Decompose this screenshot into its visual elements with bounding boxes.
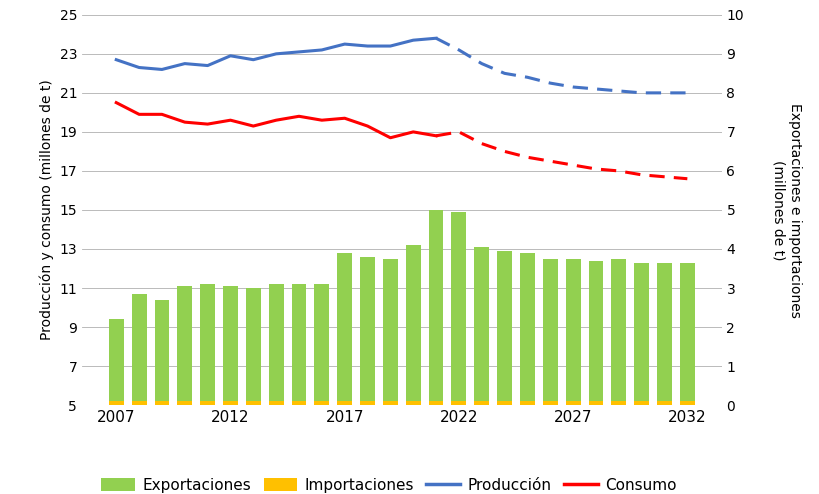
Bar <box>292 284 306 405</box>
Bar <box>132 401 147 405</box>
Legend: Exportaciones, Importaciones, Producción, Consumo: Exportaciones, Importaciones, Producción… <box>95 472 682 494</box>
Bar <box>519 253 534 405</box>
Bar <box>360 401 374 405</box>
Bar <box>542 401 557 405</box>
Bar <box>360 257 374 405</box>
Bar <box>428 210 443 405</box>
Bar <box>496 251 511 405</box>
Bar <box>679 263 694 405</box>
Bar <box>451 401 466 405</box>
Bar <box>542 259 557 405</box>
Bar <box>451 212 466 405</box>
Bar <box>109 319 124 405</box>
Bar <box>132 294 147 405</box>
Bar <box>588 401 603 405</box>
Bar <box>382 259 397 405</box>
Bar <box>177 401 192 405</box>
Bar <box>223 286 238 405</box>
Bar <box>200 284 215 405</box>
Bar <box>679 401 694 405</box>
Bar <box>154 401 170 405</box>
Bar <box>519 401 534 405</box>
Bar <box>337 253 351 405</box>
Bar <box>656 263 671 405</box>
Bar <box>496 401 511 405</box>
Y-axis label: Exportaciones e importaciones
(millones de t): Exportaciones e importaciones (millones … <box>771 103 801 317</box>
Bar <box>314 284 329 405</box>
Bar <box>611 401 626 405</box>
Bar <box>473 247 489 405</box>
Bar <box>473 401 489 405</box>
Bar <box>633 263 649 405</box>
Bar <box>269 401 283 405</box>
Bar <box>246 401 260 405</box>
Bar <box>565 259 580 405</box>
Bar <box>656 401 671 405</box>
Bar <box>382 401 397 405</box>
Bar <box>223 401 238 405</box>
Y-axis label: Producción y consumo (millones de t): Producción y consumo (millones de t) <box>39 80 54 340</box>
Bar <box>246 288 260 405</box>
Bar <box>633 401 649 405</box>
Bar <box>269 284 283 405</box>
Bar <box>611 259 626 405</box>
Bar <box>405 401 420 405</box>
Bar <box>109 401 124 405</box>
Bar <box>154 300 170 405</box>
Bar <box>177 286 192 405</box>
Bar <box>428 401 443 405</box>
Bar <box>200 401 215 405</box>
Bar <box>405 245 420 405</box>
Bar <box>565 401 580 405</box>
Bar <box>292 401 306 405</box>
Bar <box>314 401 329 405</box>
Bar <box>588 261 603 405</box>
Bar <box>337 401 351 405</box>
